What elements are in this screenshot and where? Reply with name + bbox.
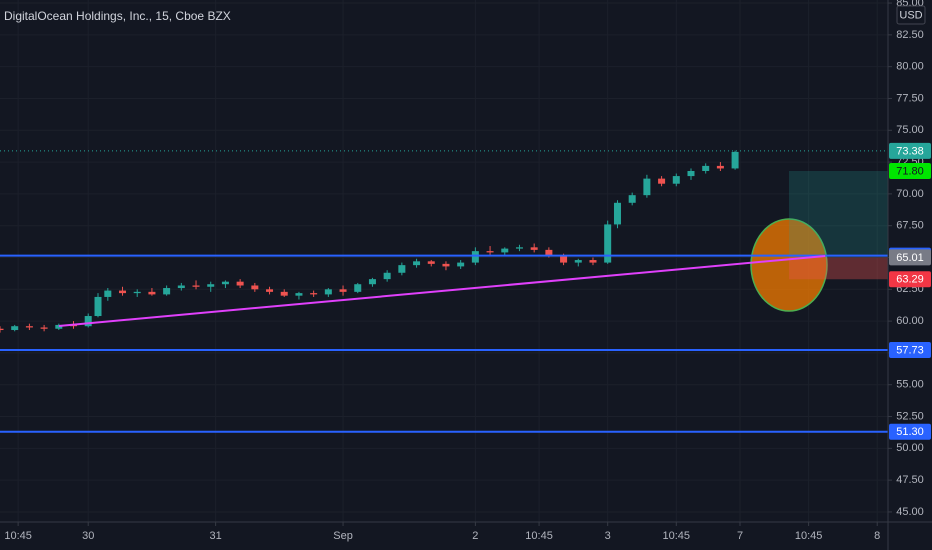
x-tick-label: 10:45 [795,530,823,542]
price-label-box [889,162,931,179]
y-tick-label: 52.50 [896,410,924,422]
price-label: 57.73 [896,344,924,356]
price-label: 51.30 [896,426,924,438]
candle-body [471,251,479,263]
candle-body [339,289,347,292]
candle-body [589,260,597,263]
candle-body [442,263,450,267]
candle-body [643,178,651,196]
x-tick-label: Sep [333,530,353,542]
chart-title: DigitalOcean Holdings, Inc., 15, Cboe BZ… [4,9,231,23]
candle-body [55,324,63,329]
y-tick-label: 70.00 [896,188,924,200]
y-tick-label: 50.00 [896,442,924,454]
x-tick-label: 10:45 [663,530,691,542]
candle-body [40,327,48,329]
y-tick-label: 55.00 [896,379,924,391]
y-tick-label: 75.00 [896,124,924,136]
price-label-box [889,423,931,440]
candle-body [545,249,553,257]
candle-body [236,281,244,286]
x-tick-label: 10:45 [525,530,553,542]
candle-body [427,261,435,264]
price-label-box [889,142,931,159]
y-tick-label: 85.00 [896,0,924,9]
currency-label[interactable]: USD [899,9,922,21]
candle-body [251,285,259,290]
candle-body [25,326,33,328]
candle-body [148,291,156,295]
price-label: 63.29 [896,274,924,286]
candle-body [383,272,391,280]
candle-body [119,290,127,294]
candle-body [354,284,362,292]
x-tick-label: 3 [605,530,611,542]
candle-body [221,281,229,285]
candle-body [574,260,582,263]
candle-body [295,293,303,296]
candle-body [457,262,465,267]
price-label: 73.38 [896,145,924,157]
x-tick-label: 2 [472,530,478,542]
profit-zone [789,170,888,258]
price-label-box [889,341,931,358]
y-tick-label: 45.00 [896,506,924,518]
price-label-box [889,271,931,288]
candle-body [104,290,112,297]
axis: 45.0047.5050.0052.5055.0057.5060.0062.50… [4,0,931,542]
price-label: 65.01 [896,252,924,264]
x-tick-label: 31 [210,530,222,542]
candle-body [515,247,523,249]
candle-body [163,288,171,295]
overlay [0,150,888,433]
y-tick-label: 80.00 [896,61,924,73]
candle-body [731,151,739,169]
loss-zone [789,257,888,280]
candle-body [94,296,102,317]
y-tick-label: 67.50 [896,220,924,232]
candle-body [413,261,421,266]
highlight-ellipse [750,218,828,312]
candle-body [687,170,695,177]
candle-body [133,291,141,294]
candle-body [192,285,200,287]
y-tick-label: 82.50 [896,29,924,41]
candle-body [368,279,376,285]
x-tick-label: 8 [874,530,880,542]
candle-body [486,251,494,253]
candle-body [84,316,92,327]
candle-body [716,165,724,169]
candle-body [207,284,215,287]
y-tick-label: 60.00 [896,315,924,327]
candle-body [310,293,318,295]
trend-line [58,254,826,327]
candle-body [702,165,710,171]
price-label: 71.80 [896,165,924,177]
candle-body [398,265,406,273]
candle-body [604,224,612,263]
x-tick-label: 7 [737,530,743,542]
candle-body [613,202,621,225]
candle-body [280,291,288,296]
candle-body [530,247,538,250]
y-tick-label: 47.50 [896,474,924,486]
candle-body [0,328,4,331]
candle-body [11,326,19,331]
candle-body [324,289,332,295]
candle-body [658,178,666,184]
candle-body [672,176,680,184]
currency-box[interactable] [896,5,926,25]
candle-body [266,289,274,292]
price-label-box [889,249,931,266]
x-tick-label: 10:45 [4,530,32,542]
candle-body [560,256,568,263]
y-tick-label: 77.50 [896,92,924,104]
candle-body [177,285,185,289]
candle-body [501,248,509,253]
x-tick-label: 30 [82,530,94,542]
candle-body [628,195,636,203]
